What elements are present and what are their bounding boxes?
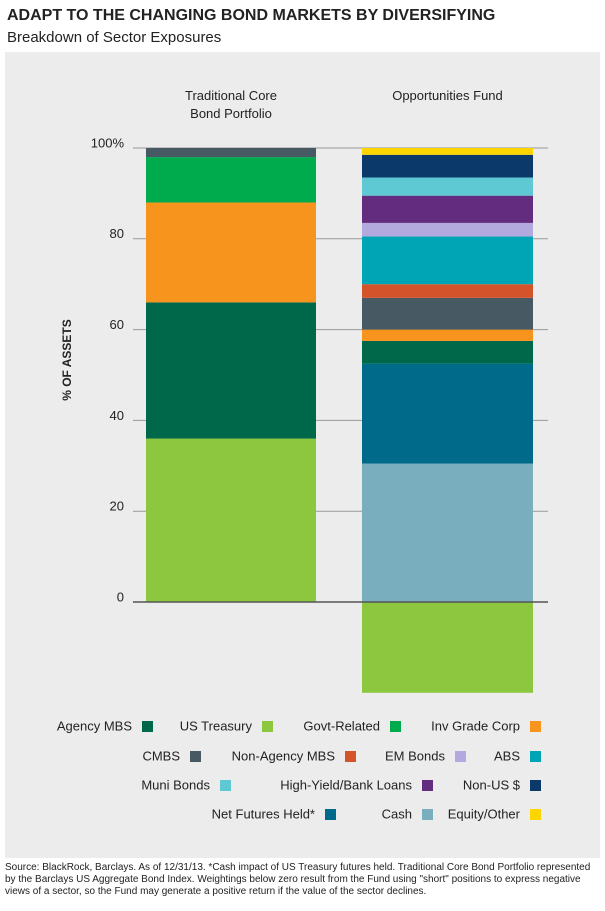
legend-label: EM Bonds (385, 748, 445, 763)
bar-segment (362, 463, 533, 602)
bar-segment (362, 602, 533, 693)
bar-segment (146, 202, 316, 303)
x-tick-label: Opportunities Fund (392, 88, 503, 103)
legend-swatch (325, 809, 336, 820)
y-axis-label: % OF ASSETS (60, 319, 74, 401)
legend-label: Inv Grade Corp (431, 718, 520, 733)
bar-segment (362, 148, 533, 155)
legend-label: ABS (494, 748, 520, 763)
x-tick-label: Traditional Core Bond Portfolio (184, 88, 277, 121)
bar-segment (146, 438, 316, 602)
legend-label: CMBS (142, 748, 180, 763)
legend-swatch (345, 751, 356, 762)
y-tick-label: 60 (110, 317, 124, 332)
legend-label: Net Futures Held* (212, 806, 315, 821)
bar-segment (146, 302, 316, 439)
bar-segment (362, 284, 533, 298)
bar-segment (362, 154, 533, 178)
bar-segment (362, 236, 533, 285)
y-tick-label: 40 (110, 408, 124, 423)
y-tick-label: 0 (117, 589, 124, 604)
bar-segment (362, 177, 533, 196)
bar-segment (362, 340, 533, 364)
legend-label: Muni Bonds (141, 777, 210, 792)
y-tick-label: 80 (110, 226, 124, 241)
legend-label: Govt-Related (303, 718, 380, 733)
legend-label: Equity/Other (448, 806, 521, 821)
bar-segment (362, 297, 533, 330)
legend-swatch (530, 751, 541, 762)
legend-label: Non-US $ (463, 777, 521, 792)
bar-segment (146, 157, 316, 203)
legend-label: Agency MBS (57, 718, 132, 733)
legend-label: Cash (382, 806, 412, 821)
legend-label: US Treasury (180, 718, 253, 733)
bar-segment (362, 222, 533, 237)
legend-swatch (455, 751, 466, 762)
bar-segment (362, 195, 533, 223)
legend-swatch (142, 721, 153, 732)
chart-subtitle: Breakdown of Sector Exposures (7, 29, 222, 46)
bar-segment (362, 363, 533, 464)
legend-swatch (262, 721, 273, 732)
legend-swatch (530, 780, 541, 791)
legend-swatch (390, 721, 401, 732)
legend-swatch (422, 780, 433, 791)
y-tick-label: 100% (91, 135, 125, 150)
legend-label: High-Yield/Bank Loans (280, 777, 412, 792)
bar-segment (362, 329, 533, 341)
source-note: Source: BlackRock, Barclays. As of 12/31… (5, 862, 591, 897)
chart-title: ADAPT TO THE CHANGING BOND MARKETS BY DI… (7, 7, 496, 24)
legend-swatch (422, 809, 433, 820)
y-tick-label: 20 (110, 499, 124, 514)
legend-swatch (190, 751, 201, 762)
legend-swatch (530, 721, 541, 732)
legend-label: Non-Agency MBS (232, 748, 336, 763)
bar-segment (146, 148, 316, 158)
legend-swatch (530, 809, 541, 820)
legend-swatch (220, 780, 231, 791)
